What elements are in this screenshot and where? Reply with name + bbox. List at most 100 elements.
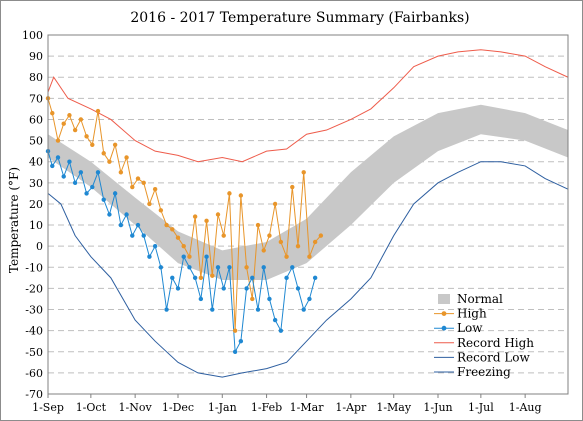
low-point [124,212,129,217]
x-tick-label: 1-Sep [32,401,64,414]
legend-label: High [457,307,487,321]
x-tick-label: 1-Jun [423,401,452,414]
low-point [255,307,261,312]
legend-label: Record High [457,336,534,350]
high-point [107,159,112,164]
legend-marker-swatch [441,311,447,316]
y-tick-label: 10 [29,219,43,232]
low-point [130,233,135,238]
low-point [295,286,301,291]
low-point [61,174,66,179]
high-point [135,176,141,181]
y-tick-label: -50 [25,346,43,359]
high-point [267,233,272,238]
low-point [238,339,244,344]
high-point [61,121,66,126]
high-point [118,170,124,175]
y-tick-label: 30 [29,177,43,190]
low-point [221,286,226,291]
record-high-line [47,49,569,163]
low-point [278,328,284,333]
low-point [244,286,249,291]
y-tick-labels: -70 -60 -50 -40 -30 -20 -10 0 10 20 30 40 50 60 70 80 90… [22,29,43,401]
low-point [170,275,175,281]
low-point [187,265,192,270]
low-point [67,159,72,164]
y-tick-label: 70 [29,92,43,105]
high-point [227,191,232,196]
normal-band [48,104,568,280]
low-point [175,286,181,291]
high-point [95,108,101,114]
high-point [232,328,238,333]
y-tick-label: -20 [25,282,43,295]
high-point [112,142,118,148]
low-point [284,275,289,281]
high-point [170,227,175,232]
y-tick-label: 40 [29,156,43,169]
high-point [164,222,169,228]
low-point [250,275,255,281]
low-point [261,265,266,270]
high-point [124,155,129,160]
chart-title: 2016 - 2017 Temperature Summary (Fairban… [130,10,469,26]
high-point [84,134,89,139]
high-point [295,243,301,249]
normal-band-layer [48,104,568,280]
x-tick-label: 1-Feb [251,401,282,414]
low-point [72,180,78,186]
low-point [267,296,272,302]
x-tick-label: 1-Nov [119,401,153,414]
low-point [232,349,238,354]
high-point [147,201,152,207]
x-tick-label: 1-Dec [162,401,194,414]
y-tick-label: 0 [36,240,43,253]
y-tick-label: 100 [22,29,43,42]
low-point [227,265,232,270]
low-point [118,222,124,228]
high-point [210,273,215,278]
x-tick-label: 1-Apr [335,401,367,414]
x-tick-label: 1-Jan [208,401,237,414]
y-tick-label: 20 [29,198,43,211]
high-point [130,184,135,190]
high-point [158,208,164,213]
y-tick-label: -70 [25,388,43,401]
low-point [78,170,84,175]
high-point [50,110,55,116]
y-tick-label: -40 [25,325,43,338]
high-point [312,239,318,245]
low-point [101,197,106,202]
high-point [204,218,209,224]
y-tick-label: 50 [29,135,43,148]
y-tick-label: 60 [29,113,43,126]
low-point [141,233,146,238]
low-point [204,254,209,259]
low-point [215,265,221,270]
low-point [55,155,61,160]
high-point [221,233,226,238]
y-tick-label: 80 [29,71,43,84]
x-tick-label: 1-Jul [468,401,494,414]
low-point [164,307,169,312]
record-low-line [47,161,569,378]
high-point [244,265,249,270]
high-point [278,239,284,245]
high-point [187,254,192,259]
x-tick-label: 1-Mar [290,401,325,414]
plot-area-border [47,34,569,395]
high-point [101,151,106,156]
y-tick-label: 90 [29,50,43,63]
low-point [158,265,164,270]
low-point [107,212,112,217]
high-point [272,201,278,207]
high-point [72,127,78,133]
low-point [290,265,295,270]
low-point [272,317,278,323]
high-line [47,98,322,331]
legend-label: Freezing [457,365,511,379]
y-tick-label: -10 [25,261,43,274]
high-point [67,113,72,118]
